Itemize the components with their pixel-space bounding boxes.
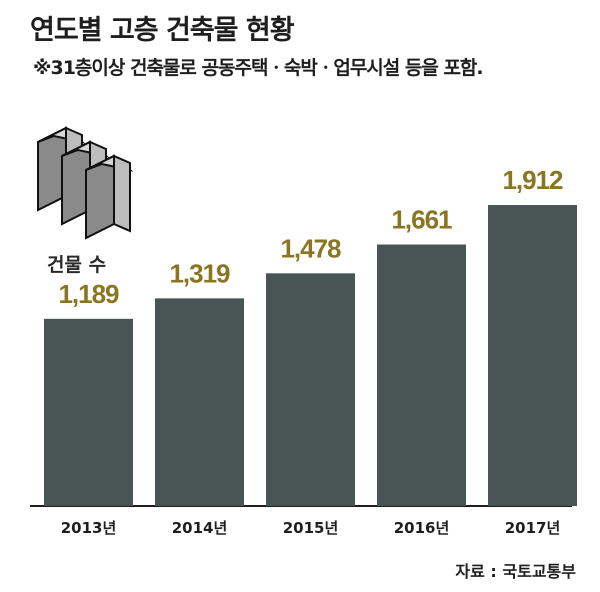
chart-title: 연도별 고층 건축물 현황 (30, 15, 295, 46)
source-note: 자료 : 국토교통부 (455, 562, 576, 581)
bar-2014년 (155, 298, 244, 506)
x-tick-label: 2013년 (61, 519, 117, 537)
value-label: 1,478 (280, 233, 341, 263)
value-label: 1,912 (502, 165, 563, 195)
x-tick-label: 2017년 (505, 519, 561, 537)
chart-subtitle: ※31층이상 건축물로 공동주택ㆍ숙박ㆍ업무시설 등을 포함. (33, 57, 484, 79)
y-axis-caption: 건물 수 (47, 254, 107, 276)
x-tick-label: 2015년 (283, 519, 339, 537)
bar-2016년 (377, 244, 466, 507)
bar-2015년 (266, 273, 355, 506)
bar-2017년 (488, 205, 577, 506)
value-label: 1,319 (169, 258, 230, 288)
bar-2013년 (44, 318, 133, 506)
x-tick-label: 2014년 (172, 519, 228, 537)
value-label: 1,661 (391, 205, 452, 235)
value-label: 1,189 (58, 279, 119, 309)
x-tick-label: 2016년 (394, 519, 450, 537)
buildings-icon (37, 126, 134, 240)
